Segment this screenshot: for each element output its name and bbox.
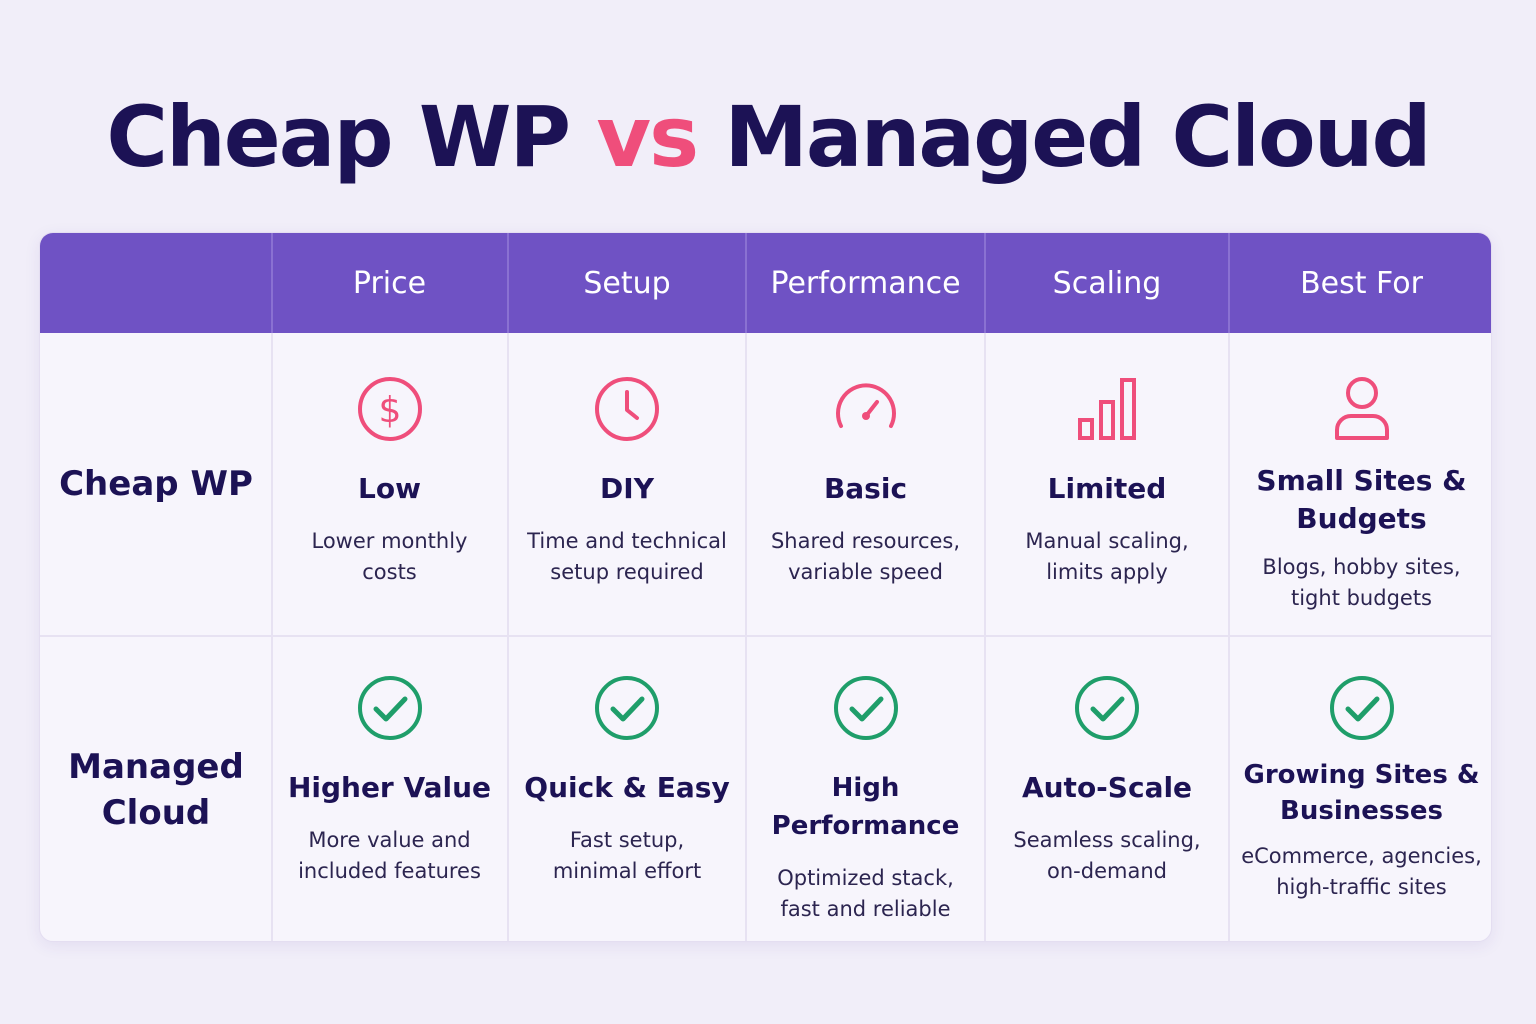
- cell-cheap-performance: Basic Shared resources, variable speed: [747, 374, 984, 588]
- header-performance: Performance: [770, 265, 961, 301]
- row-divider: [40, 635, 1491, 637]
- cell-managed-scaling: Auto-Scale Seamless scaling, on-demand: [986, 673, 1228, 887]
- header-divider: [745, 233, 747, 333]
- header-divider: [984, 233, 986, 333]
- cell-managed-price: Higher Value More value and included fea…: [272, 673, 507, 887]
- title-vs: vs: [596, 88, 699, 186]
- title-part1: Cheap WP: [106, 88, 571, 186]
- title-part2: Managed Cloud: [724, 88, 1431, 186]
- cell-description: Time and technical setup required: [527, 529, 727, 584]
- column-divider: [984, 233, 986, 941]
- row-label-managed-cloud: Managed Cloud: [68, 747, 244, 833]
- check-circle-icon: [595, 676, 659, 740]
- cell-title: Low: [358, 472, 421, 505]
- check-circle-icon: [357, 676, 422, 740]
- cell-title: Quick & Easy: [524, 771, 730, 804]
- cell-title: DIY: [600, 472, 654, 505]
- header-best-for: Best For: [1300, 265, 1423, 301]
- column-divider: [507, 233, 509, 941]
- cell-managed-performance: High Performance Optimized stack, fast a…: [747, 673, 984, 925]
- cell-cheap-best-for: Small Sites & Budgets Blogs, hobby sites…: [1230, 374, 1491, 614]
- header-scaling: Scaling: [1052, 265, 1162, 301]
- comparison-table: Price Setup Performance Scaling Best For…: [39, 232, 1492, 942]
- bar-chart-icon: [1078, 378, 1136, 440]
- cell-title: Auto-Scale: [1021, 771, 1193, 804]
- cell-description: Shared resources, variable speed: [770, 529, 961, 584]
- svg-text:$: $: [378, 390, 401, 431]
- check-circle-icon: [1075, 676, 1139, 740]
- page-title: Cheap WP vs Managed Cloud: [0, 82, 1536, 192]
- cell-managed-setup: Quick & Easy Fast setup, minimal effort: [509, 673, 745, 887]
- cell-title: Basic: [823, 472, 908, 505]
- cell-title: Growing Sites & Businesses: [1243, 760, 1480, 826]
- cell-cheap-scaling: Limited Manual scaling, limits apply: [986, 374, 1228, 588]
- cell-title: Small Sites & Budgets: [1256, 464, 1467, 535]
- cell-description: Fast setup, minimal effort: [552, 828, 702, 883]
- cell-title: Limited: [1047, 472, 1167, 505]
- check-circle-icon: [833, 676, 898, 740]
- column-divider: [745, 233, 747, 941]
- cell-cheap-setup: DIY Time and technical setup required: [509, 374, 745, 588]
- row-label-cheap-wp: Cheap WP: [59, 464, 253, 504]
- cell-title: High Performance: [771, 773, 960, 841]
- header-price: Price: [352, 265, 427, 301]
- header-setup: Setup: [583, 265, 671, 301]
- header-divider: [271, 233, 273, 333]
- clock-icon: [595, 377, 659, 441]
- header-divider: [1228, 233, 1230, 333]
- cell-description: More value and included features: [298, 828, 481, 883]
- user-icon: [1334, 377, 1389, 440]
- cell-description: Manual scaling, limits apply: [1025, 529, 1189, 584]
- cell-description: eCommerce, agencies, high-traffic sites: [1241, 844, 1482, 899]
- check-circle-icon: [1329, 676, 1394, 740]
- cell-description: Optimized stack, fast and reliable: [777, 866, 954, 921]
- speedometer-icon: [835, 383, 896, 428]
- cell-description: Blogs, hobby sites, tight budgets: [1262, 555, 1461, 610]
- cell-cheap-price: $ Low Lower monthly costs: [272, 374, 507, 588]
- cell-title: Higher Value: [287, 771, 492, 804]
- header-divider: [507, 233, 509, 333]
- dollar-icon: $: [357, 377, 422, 441]
- table-header: [40, 233, 1491, 333]
- column-divider: [271, 233, 273, 941]
- cell-description: Seamless scaling, on-demand: [1013, 828, 1201, 883]
- cell-managed-best-for: Growing Sites & Businesses eCommerce, ag…: [1230, 673, 1491, 903]
- column-divider: [1228, 233, 1230, 941]
- cell-description: Lower monthly costs: [311, 529, 468, 584]
